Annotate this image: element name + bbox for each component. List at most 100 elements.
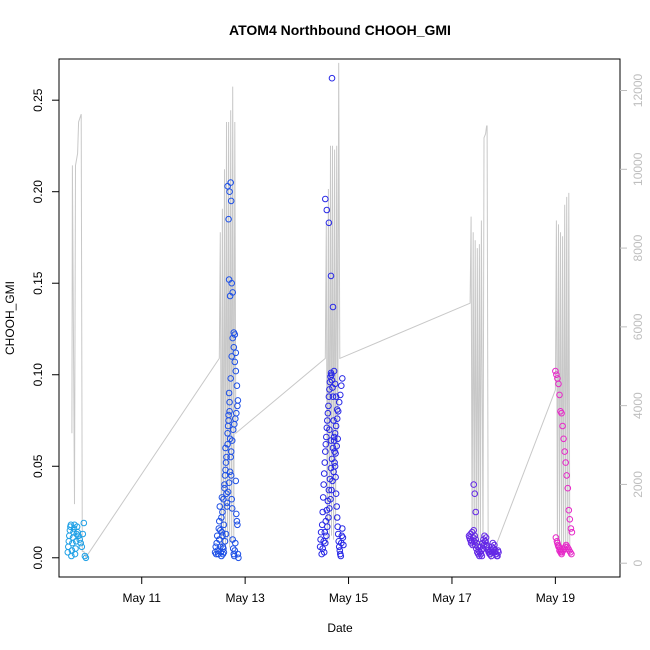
data-point [332, 422, 340, 430]
data-point [228, 437, 236, 444]
data-point [482, 534, 490, 541]
data-point [320, 538, 328, 545]
data-point [224, 430, 231, 437]
data-point [235, 554, 242, 562]
data-point [329, 303, 337, 311]
data-point [224, 488, 232, 496]
y-axis-label: CHOOH_GMI [3, 281, 17, 355]
right-tick-label: 12000 [631, 74, 645, 108]
data-point [339, 375, 346, 382]
data-point [330, 417, 337, 424]
data-point [326, 426, 333, 434]
data-point [225, 276, 233, 283]
data-point [216, 536, 223, 543]
data-point [220, 549, 228, 556]
data-point [334, 435, 342, 443]
data-point [320, 549, 328, 556]
data-point [219, 508, 226, 516]
data-point [483, 543, 491, 551]
data-point [220, 521, 228, 529]
data-point [333, 406, 341, 413]
data-point [322, 441, 330, 448]
x-tick-label: May 17 [432, 591, 472, 605]
data-point [322, 539, 329, 547]
data-point [317, 528, 325, 536]
data-point [221, 484, 228, 492]
data-point [234, 550, 242, 558]
data-point [218, 528, 226, 536]
data-point [337, 552, 345, 560]
data-point [225, 215, 232, 223]
right-tick-label: 4000 [631, 392, 645, 419]
data-point [222, 530, 230, 538]
data-point [556, 391, 563, 399]
data-point [320, 481, 328, 488]
data-point [560, 435, 567, 443]
right-tick-label: 6000 [631, 313, 645, 340]
right-tick-label: 8000 [631, 234, 645, 261]
data-point [225, 389, 233, 397]
data-point [332, 450, 339, 457]
data-point [72, 545, 79, 552]
data-point [322, 448, 329, 455]
data-point [225, 479, 233, 487]
data-point [327, 437, 335, 444]
data-point [481, 538, 489, 545]
data-point [231, 331, 239, 338]
data-point [227, 197, 235, 205]
series-4 [552, 367, 576, 558]
data-point [335, 543, 343, 551]
data-point [222, 444, 229, 452]
data-point [232, 349, 240, 357]
data-point [555, 543, 562, 551]
data-point [340, 541, 347, 549]
data-point [223, 499, 231, 507]
data-point [221, 538, 229, 545]
data-point [490, 545, 497, 552]
right-axis: 0 2000 4000 6000 8000 10000 12000 [620, 74, 645, 567]
data-point [564, 484, 572, 492]
x-tick-label: May 11 [122, 591, 161, 605]
data-point [327, 272, 335, 280]
data-point [234, 402, 241, 410]
data-point [338, 382, 345, 390]
data-point [226, 435, 234, 443]
series-0 [64, 519, 90, 562]
data-point [319, 508, 327, 516]
data-point [565, 506, 573, 514]
x-axis-label: Date [327, 621, 353, 635]
data-point [330, 437, 338, 444]
data-point [80, 519, 88, 527]
data-point [470, 481, 478, 488]
data-point [223, 453, 230, 461]
data-point [226, 408, 233, 415]
data-point [335, 398, 343, 406]
data-point [562, 459, 570, 466]
data-point [568, 550, 575, 558]
data-point [333, 503, 341, 510]
data-point [332, 393, 340, 401]
data-point [226, 398, 233, 406]
data-point [323, 532, 330, 540]
data-point [79, 530, 87, 538]
data-point [472, 508, 480, 516]
data-point [333, 415, 341, 423]
y-tick-label: 0.25 [31, 88, 45, 112]
data-point [320, 470, 328, 477]
y-tick-label: 0.00 [31, 546, 45, 570]
data-point [231, 358, 239, 366]
data-point [228, 505, 236, 512]
series-2 [316, 74, 347, 560]
data-point [566, 516, 574, 523]
data-point [473, 539, 481, 547]
data-point [325, 393, 333, 401]
data-point [233, 517, 241, 525]
data-point [324, 523, 331, 531]
data-point [495, 549, 502, 556]
data-point [228, 495, 235, 503]
data-point [226, 468, 234, 476]
data-point [554, 539, 561, 547]
data-point [478, 552, 486, 560]
data-point [331, 380, 339, 388]
data-point [227, 375, 234, 382]
